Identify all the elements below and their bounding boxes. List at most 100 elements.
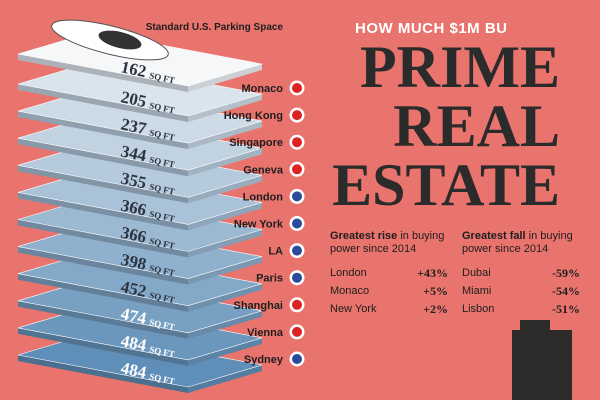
slab-side [188, 121, 262, 150]
parking-label: Standard U.S. Parking Space [146, 22, 284, 33]
city-label: London [243, 191, 284, 203]
city-label: Vienna [247, 327, 284, 339]
slab-side [188, 310, 262, 339]
slab: 452SQ FT [17, 251, 263, 312]
table-row: Miami -54% [462, 282, 580, 300]
flag-color [292, 137, 302, 148]
flag-color [292, 164, 302, 175]
table-heading: Greatest rise in buying power since 2014 [330, 230, 448, 256]
heading-bold: Greatest rise [330, 230, 398, 242]
city: London [330, 267, 367, 279]
table-row: New York +2% [330, 300, 448, 318]
city-label: Hong Kong [224, 110, 283, 122]
city-label: Singapore [229, 137, 283, 149]
slab: 474SQ FT [17, 278, 263, 339]
slab-value: 484SQ FT [119, 331, 177, 361]
slab-side [188, 229, 262, 258]
slab-side [188, 256, 262, 285]
slab-side [18, 138, 188, 177]
city: New York [330, 303, 377, 315]
city-label: LA [268, 246, 283, 258]
title-line: PRIME [360, 34, 560, 100]
slab-side [188, 175, 262, 204]
area: 162 [119, 57, 148, 81]
parking-label-text: Standard U.S. Parking Space [146, 22, 284, 33]
slab: 366SQ FT [17, 170, 263, 231]
table-row: Monaco +5% [330, 282, 448, 300]
flag-color [292, 110, 302, 121]
slab-side [18, 111, 188, 150]
area: 366 [119, 223, 148, 247]
area: 398 [119, 250, 148, 274]
city-label: Shanghai [233, 300, 283, 312]
slab: 344SQ FT [17, 115, 263, 177]
area: 237 [119, 114, 148, 138]
slab-side [188, 337, 262, 366]
slab-side [18, 192, 188, 231]
slab: 205SQ FT [17, 61, 263, 122]
slab-side [18, 300, 188, 339]
city: Miami [462, 285, 492, 297]
change: +5% [423, 284, 448, 298]
table-row: London +43% [330, 264, 448, 282]
slab-side [18, 246, 188, 285]
fall-table: Greatest fall in buying power since 2014… [462, 230, 580, 318]
flag-color [292, 354, 302, 364]
city-label: New York [234, 219, 284, 231]
area: 355 [119, 169, 148, 193]
slab-side [188, 94, 262, 122]
slab-side [188, 148, 262, 177]
area: 484 [119, 331, 148, 355]
slab-side [18, 84, 188, 122]
change: -54% [552, 284, 580, 298]
flag-color [292, 272, 302, 283]
slab-side [188, 365, 262, 393]
city-label: Geneva [243, 164, 284, 176]
area: 205 [119, 87, 148, 111]
city: Lisbon [462, 303, 495, 315]
title-line: REAL [393, 93, 560, 159]
slab-side [18, 327, 188, 366]
change: -51% [552, 302, 580, 316]
slab: 484SQ FT [17, 332, 263, 393]
flag-color [292, 326, 302, 337]
city: Monaco [330, 285, 370, 297]
flag-color [292, 218, 302, 229]
slab-side [188, 64, 262, 92]
flag-color [292, 191, 302, 202]
area: 452 [119, 277, 148, 301]
heading-bold: Greatest fall [462, 230, 526, 242]
area: 344 [119, 142, 148, 166]
area: 474 [119, 304, 148, 328]
slab: 355SQ FT [17, 142, 263, 204]
city-label: Paris [256, 273, 283, 285]
slab-side [18, 273, 188, 312]
flag-color [292, 299, 302, 310]
slab-top [17, 61, 263, 117]
slab: 398SQ FT [17, 224, 263, 285]
slab: 237SQ FT [17, 88, 263, 150]
slab-side [18, 219, 188, 258]
slab: 366SQ FT [17, 197, 263, 258]
slab: 484SQ FT [17, 305, 263, 366]
change: -59% [552, 266, 580, 280]
title: PRIME REAL ESTATE [332, 34, 560, 218]
table-row: Lisbon -51% [462, 300, 580, 318]
area: 366 [119, 196, 148, 220]
title-line: ESTATE [332, 152, 560, 218]
table-heading: Greatest fall in buying power since 2014 [462, 230, 580, 256]
kicker: HOW MUCH $1M BU [355, 20, 508, 37]
heading-rest: in buying power since 2014 [462, 230, 573, 255]
slab-side [18, 165, 188, 204]
city-label: Monaco [241, 83, 283, 95]
building [512, 330, 572, 400]
building-top [520, 320, 550, 332]
flag-color [292, 83, 302, 93]
slab-side [18, 355, 188, 393]
city-label: Sydney [244, 354, 284, 366]
table-row: Dubai -59% [462, 264, 580, 282]
flag-color [292, 245, 302, 256]
